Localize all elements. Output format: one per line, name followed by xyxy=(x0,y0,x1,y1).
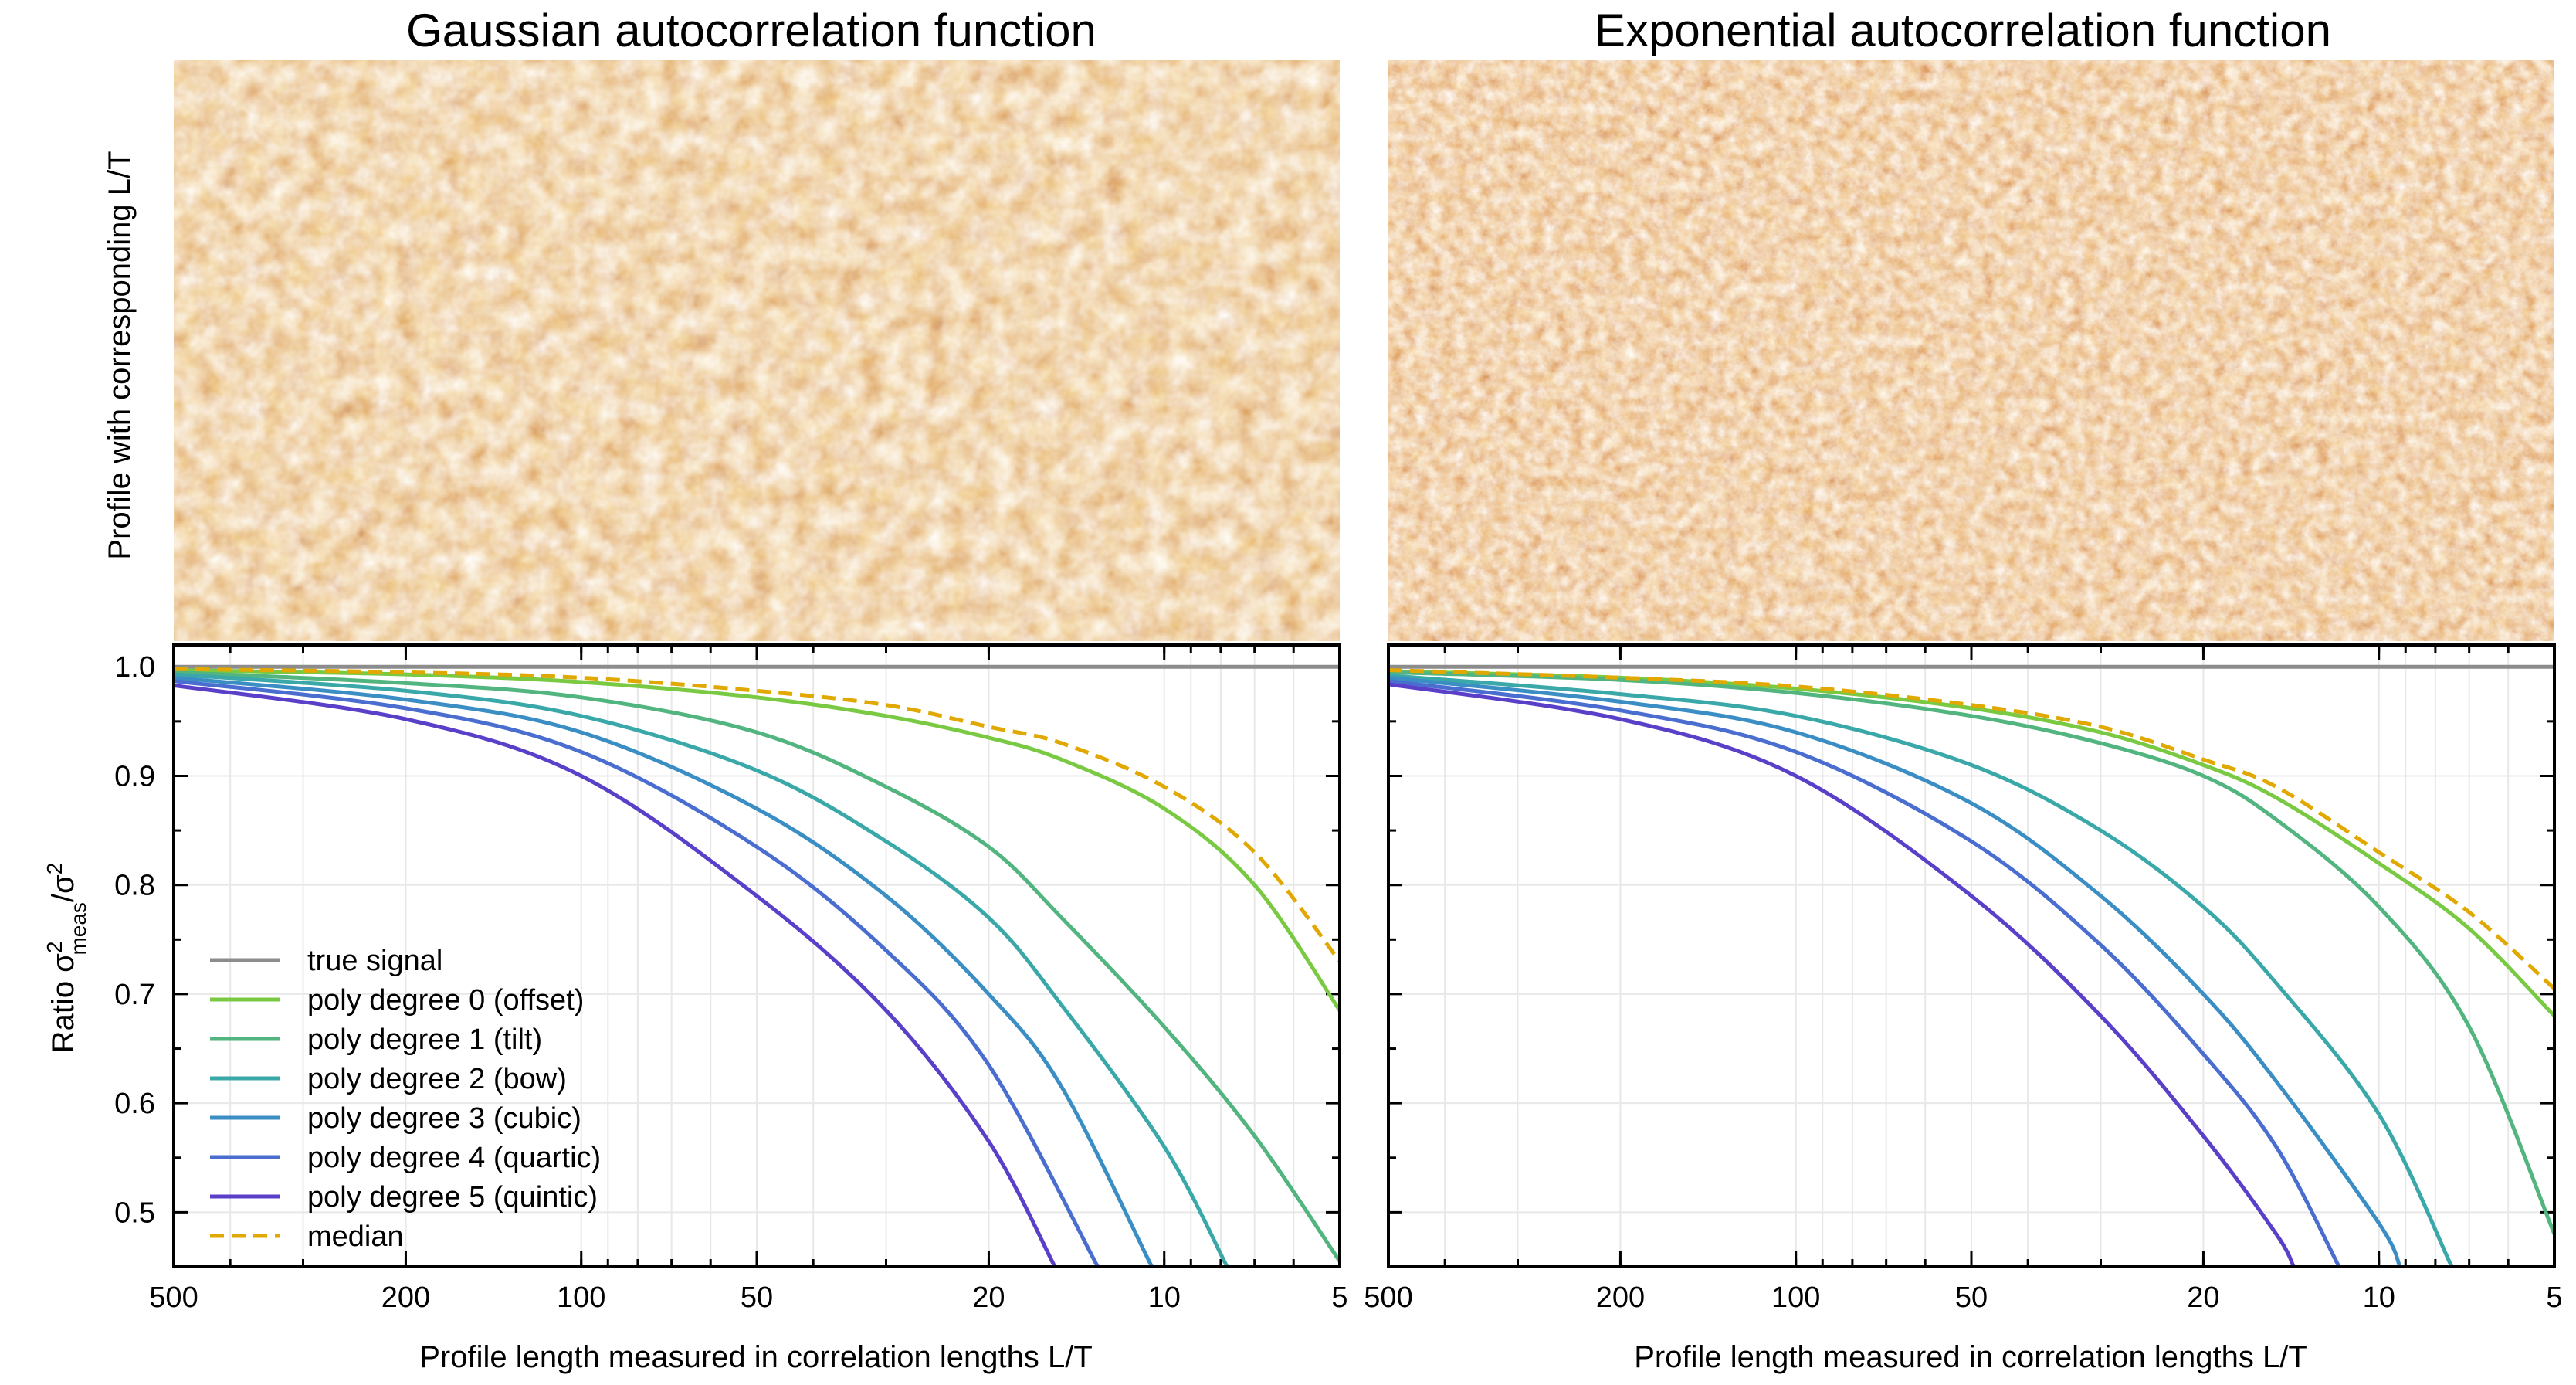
legend: true signal poly degree 0 (offset) poly de… xyxy=(210,945,601,1253)
series-line-poly-degree-5-quintic xyxy=(173,683,1057,1268)
left-chart-title: Gaussian autocorrelation function xyxy=(406,5,1096,56)
series-line-median xyxy=(1388,668,2556,990)
legend-label: poly degree 0 (offset) xyxy=(307,984,584,1017)
ratio-ylabel: Ratio σ2meas/σ2 xyxy=(42,863,90,1054)
series-line-poly-degree-2-bow xyxy=(173,672,1229,1268)
x-tick-label: 500 xyxy=(1364,1281,1412,1314)
x-tick-label: 20 xyxy=(972,1281,1005,1314)
x-tick-label: 5 xyxy=(1331,1281,1347,1314)
ratio-ylabel-tail-sup: 2 xyxy=(42,863,66,875)
x-tick-label: 20 xyxy=(2187,1281,2219,1314)
image-ylabel: Profile with corresponding L/T xyxy=(103,151,137,559)
left-xlabel: Profile length measured in correlation l… xyxy=(419,1340,1093,1374)
x-tick-label: 50 xyxy=(1955,1281,1988,1314)
gaussian-profile-texture xyxy=(174,60,1340,641)
legend-label: poly degree 1 (tilt) xyxy=(307,1023,542,1056)
exponential-ratio-plot: 500 200 100 50 20 10 5 xyxy=(1364,643,2563,1314)
gaussian-ratio-plot: 0.5 0.6 0.7 0.8 0.9 1.0 500 200 100 50 20 10 5 true s… xyxy=(114,643,1348,1314)
series-line-poly-degree-3-cubic xyxy=(173,675,1154,1268)
exponential-profile-image xyxy=(1388,60,2554,641)
legend-label: median xyxy=(307,1220,404,1253)
y-tick-label: 0.5 xyxy=(114,1197,155,1229)
series-line-poly-degree-0-offset xyxy=(173,668,1342,1012)
series-line-poly-degree-3-cubic xyxy=(1388,675,2402,1268)
y-tick-label: 0.7 xyxy=(114,979,155,1011)
y-tick-label: 1.0 xyxy=(114,651,155,684)
x-tick-label: 10 xyxy=(2363,1281,2395,1314)
series-line-median xyxy=(173,667,1341,963)
x-tick-label: 10 xyxy=(1148,1281,1181,1314)
x-tick-label: 100 xyxy=(557,1281,605,1314)
legend-label: poly degree 4 (quartic) xyxy=(307,1142,601,1174)
exponential-profile-texture xyxy=(1388,60,2554,641)
series-line-poly-degree-2-bow xyxy=(1388,674,2454,1268)
x-tick-label: 100 xyxy=(1771,1281,1820,1314)
series-line-poly-degree-1-tilt xyxy=(1388,670,2557,1235)
series-line-poly-degree-1-tilt xyxy=(173,670,1342,1263)
legend-label: true signal xyxy=(307,945,442,977)
x-tick-label: 200 xyxy=(1596,1281,1645,1314)
ratio-ylabel-sub: meas xyxy=(66,902,90,955)
x-tick-label: 500 xyxy=(149,1281,198,1314)
ratio-ylabel-sup: 2 xyxy=(42,942,66,954)
ratio-ylabel-base: Ratio σ xyxy=(46,953,80,1053)
legend-label: poly degree 3 (cubic) xyxy=(307,1102,581,1135)
x-tick-label: 50 xyxy=(741,1281,773,1314)
series-line-poly-degree-4-quartic xyxy=(1388,679,2341,1268)
y-tick-label: 0.6 xyxy=(114,1088,155,1120)
plot-frame xyxy=(172,643,1341,1268)
right-chart-title: Exponential autocorrelation function xyxy=(1595,5,2331,56)
series-line-poly-degree-4-quartic xyxy=(173,679,1100,1268)
series-line-poly-degree-5-quintic xyxy=(1388,682,2296,1268)
gaussian-profile-image xyxy=(174,60,1340,641)
legend-label: poly degree 2 (bow) xyxy=(307,1063,567,1095)
y-tick-label: 0.8 xyxy=(114,870,155,902)
x-tick-label: 200 xyxy=(381,1281,430,1314)
ratio-ylabel-tail: /σ xyxy=(46,874,80,902)
right-xlabel: Profile length measured in correlation l… xyxy=(1634,1340,2307,1374)
plot-frame xyxy=(1387,643,2556,1268)
legend-label: poly degree 5 (quintic) xyxy=(307,1181,598,1214)
x-tick-label: 5 xyxy=(2546,1281,2562,1314)
y-tick-label: 0.9 xyxy=(114,760,155,793)
